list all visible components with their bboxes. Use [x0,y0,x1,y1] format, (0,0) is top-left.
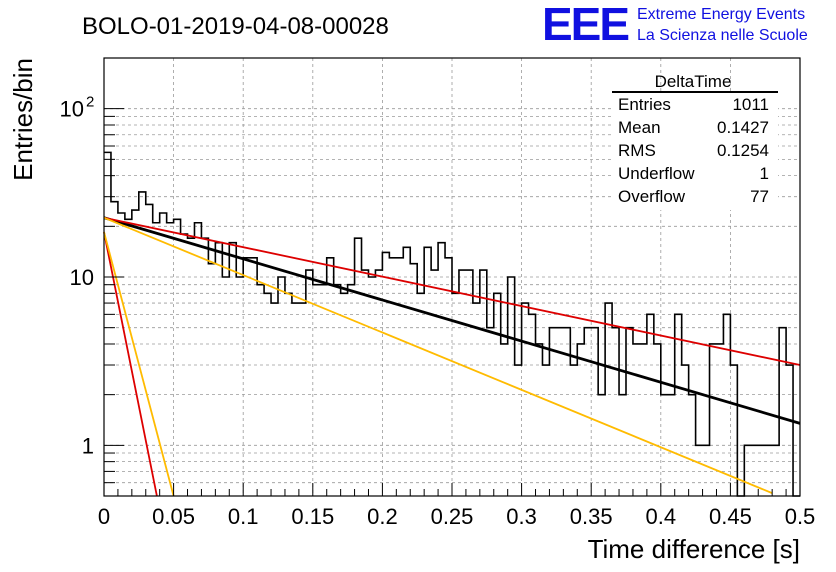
y-axis-label: Entries/bin [8,58,38,181]
fit-line [103,231,175,497]
stats-label: Mean [618,118,661,137]
x-tick-label: 0.2 [367,504,398,529]
fit-line [103,216,773,494]
y-tick-label: 1 [82,433,94,458]
logo-subtitle-2: La Scienza nelle Scuole [637,27,808,44]
stats-label: Entries [618,95,671,114]
fit-line [103,216,801,366]
x-tick-label: 0.5 [785,504,816,529]
stats-value: 0.1427 [717,118,769,137]
stats-value: 1 [760,164,769,183]
histogram-steps [104,151,800,497]
x-tick-label: 0.25 [431,504,474,529]
logo-subtitle-1: Extreme Energy Events [637,6,805,23]
x-tick-label: 0.1 [228,504,259,529]
run-title: BOLO-01-2019-04-08-00028 [82,13,389,40]
x-tick-label: 0.35 [570,504,613,529]
x-tick-label: 0.3 [506,504,537,529]
stats-value: 77 [750,187,769,206]
x-tick-label: 0.4 [646,504,677,529]
stats-label: RMS [618,141,656,160]
fit-lines [103,216,801,497]
stats-value: 1011 [732,95,769,114]
histogram [104,151,800,497]
stats-label: Underflow [618,164,695,183]
grid [104,57,800,497]
x-axis: 0 0.05 0.1 0.15 0.2 0.25 0.3 0.35 0.4 0.45 0.5 [98,483,815,529]
x-tick-label: 0.15 [291,504,334,529]
x-axis-label: Time difference [s] [588,534,800,564]
stats-label: Overflow [618,187,686,206]
eee-logo: EEE [542,0,628,50]
x-tick-label: 0 [98,504,110,529]
x-tick-label: 0.45 [709,504,752,529]
y-tick-label: 10 [60,97,84,122]
stats-title: DeltaTime [655,72,732,91]
stats-value: 0.1254 [717,141,769,160]
stats-box: DeltaTime Entries 1011 Mean 0.1427 RMS 0.1254… [612,72,778,210]
fit-line [103,216,801,425]
y-tick-label: 10 [70,265,94,290]
y-tick-exponent: 2 [86,94,94,111]
fit-line [103,231,158,497]
x-tick-label: 0.05 [152,504,195,529]
